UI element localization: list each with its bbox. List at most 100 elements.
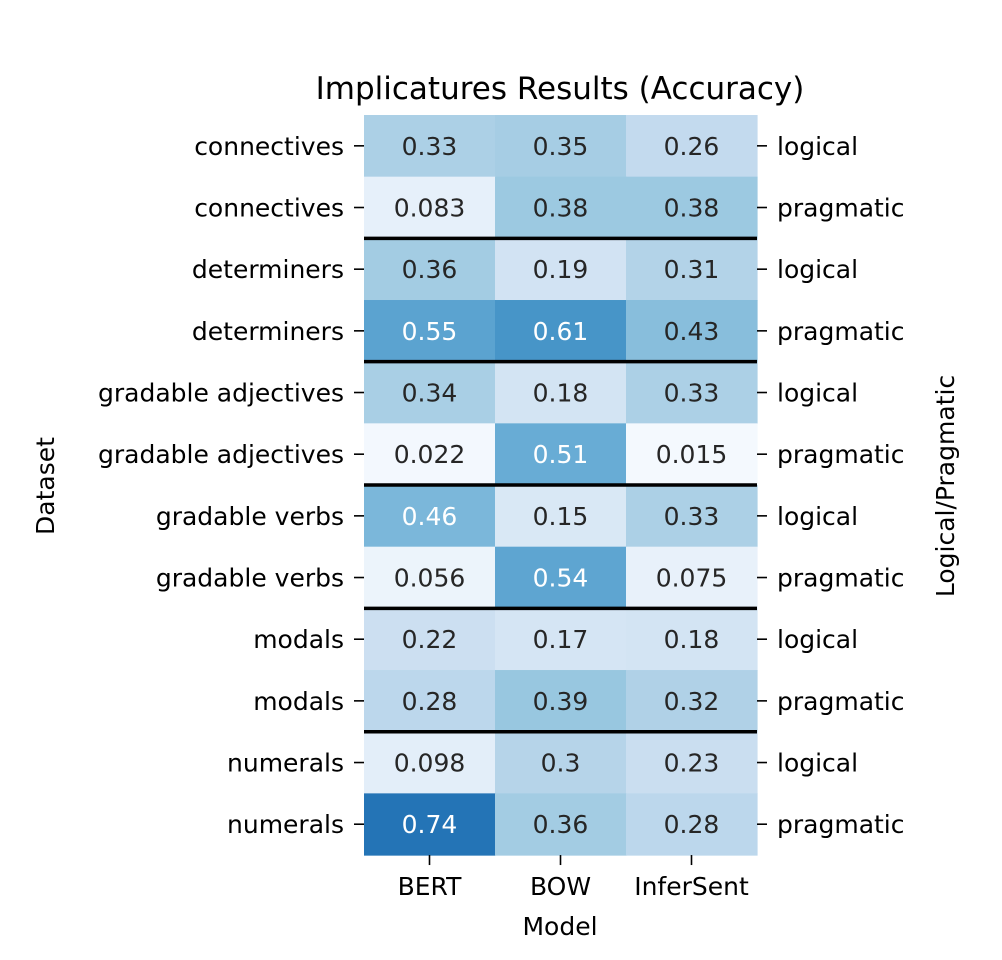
y-tick-label: connectives — [194, 132, 344, 161]
heatmap-cell — [364, 361, 496, 424]
heatmap-cell — [495, 608, 627, 671]
cell-value-label: 0.33 — [402, 132, 458, 161]
y-tick-label: gradable verbs — [156, 564, 344, 593]
heatmap-cell — [626, 485, 758, 548]
cell-value-label: 0.38 — [664, 194, 720, 223]
y-tick-label: numerals — [227, 810, 344, 839]
heatmap-cell — [364, 793, 496, 856]
cell-value-label: 0.35 — [533, 132, 589, 161]
y-right-tick-label: logical — [777, 749, 858, 778]
group-separators — [364, 236, 757, 734]
heatmap-cell — [364, 115, 496, 178]
heatmap-cell — [364, 300, 496, 363]
heatmap-cell — [495, 238, 627, 301]
cell-value-label: 0.022 — [394, 440, 466, 469]
heatmap-cell — [626, 670, 758, 733]
heatmap-cell — [364, 485, 496, 548]
y-right-tick-label: pragmatic — [777, 317, 905, 346]
cell-value-label: 0.015 — [656, 440, 728, 469]
x-tick-label: BOW — [530, 872, 591, 901]
heatmap-cell — [364, 731, 496, 794]
cell-value-label: 0.3 — [541, 749, 581, 778]
cell-value-label: 0.18 — [664, 625, 720, 654]
heatmap-cell — [495, 423, 627, 486]
cell-value-label: 0.38 — [533, 194, 589, 223]
heatmap-cell — [626, 546, 758, 609]
cell-value-label: 0.46 — [402, 502, 458, 531]
y-right-tick-label: logical — [777, 255, 858, 284]
y-right-tick-label: logical — [777, 132, 858, 161]
heatmap-cell — [495, 176, 627, 239]
cell-value-label: 0.17 — [533, 625, 589, 654]
cell-value-label: 0.18 — [533, 379, 589, 408]
cell-value-label: 0.23 — [664, 749, 720, 778]
heatmap-cell-labels: 0.33 0.35 0.26 0.083 0.38 0.38 0.36 0.19 0.31 0.5… — [394, 132, 728, 839]
cell-value-label: 0.33 — [664, 379, 720, 408]
cell-value-label: 0.74 — [402, 810, 458, 839]
cell-value-label: 0.43 — [664, 317, 720, 346]
heatmap-cell — [626, 608, 758, 671]
cell-value-label: 0.51 — [533, 440, 589, 469]
y-right-tick-label: logical — [777, 379, 858, 408]
heatmap-cell — [364, 176, 496, 239]
x-tick-label: BERT — [398, 872, 462, 901]
heatmap-cell — [626, 300, 758, 363]
y-right-tick-label: pragmatic — [777, 440, 905, 469]
heatmap-cell — [626, 793, 758, 856]
cell-value-label: 0.31 — [664, 255, 720, 284]
cell-value-label: 0.33 — [664, 502, 720, 531]
y-tick-label: determiners — [192, 317, 344, 346]
heatmap-cell — [364, 238, 496, 301]
heatmap-cell — [626, 238, 758, 301]
y-tick-label: modals — [253, 687, 344, 716]
x-axis: BERT BOW InferSent — [398, 855, 749, 901]
cell-value-label: 0.15 — [533, 502, 589, 531]
heatmap-cell — [495, 793, 627, 856]
cell-value-label: 0.28 — [664, 810, 720, 839]
chart-title: Implicatures Results (Accuracy) — [316, 71, 805, 107]
heatmap-cell — [495, 670, 627, 733]
y-tick-label: numerals — [227, 749, 344, 778]
heatmap-cell — [495, 485, 627, 548]
cell-value-label: 0.22 — [402, 625, 458, 654]
y-axis-right: logical pragmatic logical pragmatic logical p… — [757, 132, 905, 839]
cell-value-label: 0.28 — [402, 687, 458, 716]
cell-value-label: 0.083 — [394, 194, 466, 223]
y-tick-label: modals — [253, 625, 344, 654]
heatmap-cell — [626, 176, 758, 239]
cell-value-label: 0.056 — [394, 564, 466, 593]
heatmap-cell — [626, 361, 758, 424]
y-axis-left: connectives connectives determiners determi… — [98, 132, 364, 839]
y-tick-label: connectives — [194, 194, 344, 223]
cell-value-label: 0.36 — [402, 255, 458, 284]
x-tick-label: InferSent — [634, 872, 749, 901]
cell-value-label: 0.32 — [664, 687, 720, 716]
cell-value-label: 0.19 — [533, 255, 589, 284]
y-right-tick-label: pragmatic — [777, 564, 905, 593]
heatmap-cell — [495, 300, 627, 363]
heatmap-cell — [364, 423, 496, 486]
heatmap-cell — [364, 546, 496, 609]
cell-value-label: 0.26 — [664, 132, 720, 161]
y-right-tick-label: logical — [777, 502, 858, 531]
cell-value-label: 0.34 — [402, 379, 458, 408]
cell-value-label: 0.54 — [533, 564, 589, 593]
cell-value-label: 0.39 — [533, 687, 589, 716]
heatmap-cell — [495, 115, 627, 178]
x-axis-label: Model — [522, 912, 597, 941]
heatmap-cell — [364, 608, 496, 671]
heatmap-cells — [364, 115, 758, 856]
heatmap-cell — [626, 731, 758, 794]
y-tick-label: gradable adjectives — [98, 440, 344, 469]
heatmap-cell — [364, 670, 496, 733]
y-right-tick-label: pragmatic — [777, 194, 905, 223]
cell-value-label: 0.61 — [533, 317, 589, 346]
cell-value-label: 0.075 — [656, 564, 728, 593]
heatmap-cell — [626, 115, 758, 178]
y-axis-label: Dataset — [31, 437, 60, 535]
y-tick-label: gradable verbs — [156, 502, 344, 531]
y-axis-label-right: Logical/Pragmatic — [931, 375, 960, 597]
cell-value-label: 0.098 — [394, 749, 466, 778]
cell-value-label: 0.36 — [533, 810, 589, 839]
